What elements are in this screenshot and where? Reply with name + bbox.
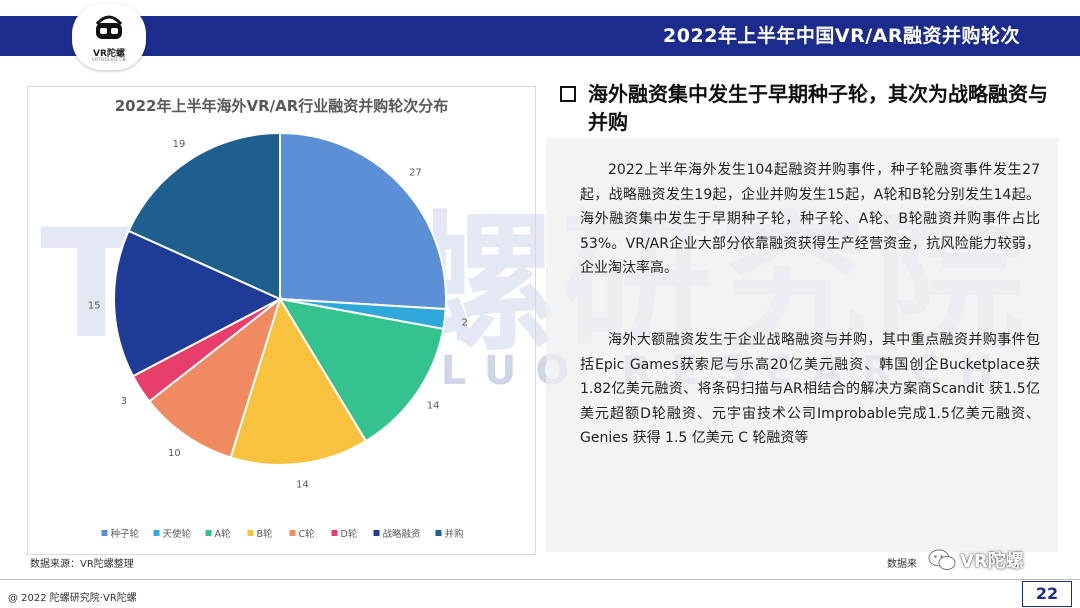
data-source-note: 数据来源：VR陀螺整理	[30, 559, 134, 570]
heading-text: 海外融资集中发生于早期种子轮，其次为战略融资与并购	[588, 82, 1048, 134]
data-label-B轮: 14	[296, 480, 309, 491]
data-label-天使轮: 2	[461, 317, 467, 328]
data-label-D轮: 3	[121, 396, 127, 407]
data-label-C轮: 10	[168, 448, 181, 459]
pie-slice-A轮	[277, 297, 445, 443]
pie-slice-C轮	[147, 296, 282, 459]
legend-swatch-天使轮	[153, 530, 160, 536]
legend-swatch-A轮	[205, 530, 212, 536]
wechat-account-name: VR陀螺	[960, 551, 1024, 572]
legend-label-种子轮: 种子轮	[111, 528, 140, 540]
page-number: 22	[1022, 581, 1072, 607]
pie-slice-并购	[127, 131, 281, 301]
data-label-并购: 19	[173, 139, 186, 150]
copyright: @ 2022 陀螺研究院·VR陀螺	[8, 593, 137, 604]
data-label-种子轮: 27	[409, 168, 422, 179]
wechat-watermark: VR陀螺	[928, 545, 1024, 575]
legend-label-A轮: A轮	[215, 528, 231, 540]
legend-swatch-B轮	[247, 530, 254, 536]
legend-swatch-D轮	[331, 530, 338, 536]
data-label-A轮: 14	[427, 401, 440, 412]
legend-swatch-C轮	[289, 530, 296, 536]
legend-swatch-并购	[435, 530, 442, 536]
page-title: 2022年上半年中国VR/AR融资并购轮次	[663, 25, 1020, 47]
legend-label-并购: 并购	[445, 528, 464, 540]
legend-label-B轮: B轮	[257, 528, 274, 540]
chart-title: 2022年上半年海外VR/AR行业融资并购轮次分布	[114, 97, 449, 115]
data-label-战略融资: 15	[88, 301, 101, 312]
logo-text: VR陀螺	[93, 49, 125, 59]
paragraph-1: 2022上半年海外发生104起融资并购事件，种子轮融资事件发生27起，战略融资发…	[580, 162, 1040, 276]
text-panel: 2022上半年海外发生104起融资并购事件，种子轮融资事件发生27起，战略融资发…	[546, 138, 1058, 552]
pie-slice-种子轮	[279, 131, 447, 311]
legend-label-D轮: D轮	[341, 528, 358, 540]
header-bar	[0, 16, 1080, 56]
legend-swatch-种子轮	[101, 530, 108, 536]
data-source-note-right: 数据来	[887, 559, 917, 570]
logo: VR陀螺 VRTUOLUO.CN	[72, 4, 146, 70]
pie-slice-战略融资	[113, 229, 283, 378]
logo-subtext: VRTUOLUO.CN	[91, 57, 127, 62]
pie-slice-B轮	[229, 296, 368, 466]
pie-chart: 27 2 14 14 10 3 15 19 种子轮 天使轮 A轮 B轮 C轮 D轮 战略融资 并购	[88, 131, 468, 540]
legend-swatch-战略融资	[373, 530, 380, 536]
chart-frame: 27 2 14 14 10 3 15 19 种子轮 天使轮 A轮 B轮 C轮 D轮 战略融资 并购 2022年…	[27, 86, 536, 555]
headset-icon	[95, 15, 123, 39]
wechat-icon	[928, 549, 956, 570]
footer-divider	[0, 579, 1080, 580]
legend-label-天使轮: 天使轮	[163, 528, 192, 540]
paragraph-2: 海外大额融资发生于企业战略融资与并购，其中重点融资并购事件包括Epic Game…	[580, 332, 1040, 446]
section-heading: 海外融资集中发生于早期种子轮，其次为战略融资与并购	[560, 80, 1050, 136]
legend-label-战略融资: 战略融资	[383, 528, 422, 540]
legend-label-C轮: C轮	[299, 528, 316, 540]
square-bullet-icon	[560, 86, 576, 102]
